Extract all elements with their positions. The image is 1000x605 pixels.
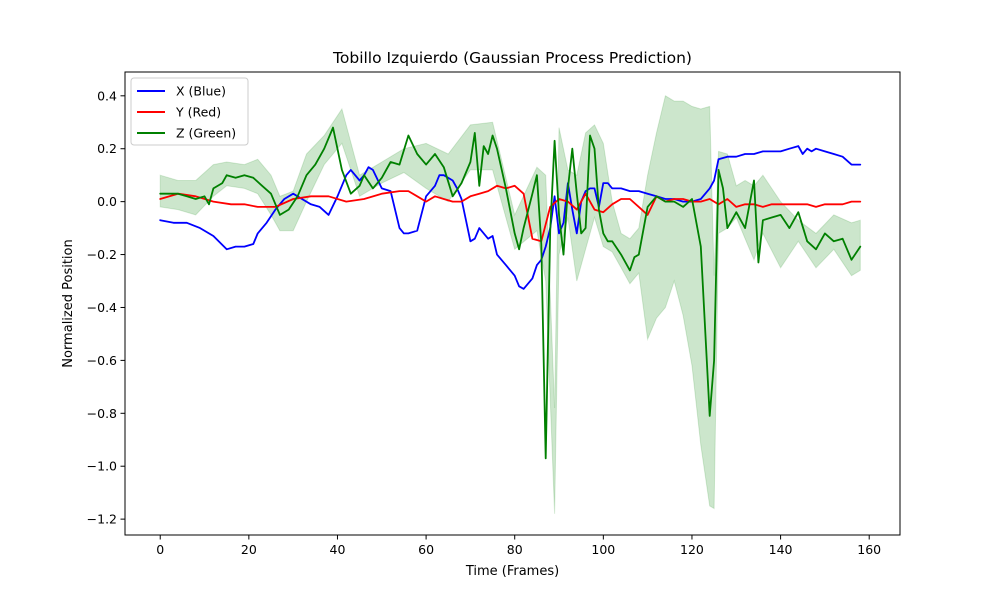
y-tick-label: −0.6 — [87, 353, 117, 368]
x-tick-label: 40 — [330, 542, 346, 557]
y-tick-label: −0.4 — [87, 300, 117, 315]
legend-label-y: Y (Red) — [175, 105, 221, 120]
legend-label-x: X (Blue) — [176, 84, 226, 99]
series-line-x — [159, 145, 862, 290]
y-tick-label: −1.2 — [87, 512, 117, 527]
legend-label-z: Z (Green) — [176, 126, 236, 141]
legend-box — [130, 77, 249, 146]
plot-area-frame — [124, 71, 901, 536]
y-tick-label: −1.0 — [87, 459, 117, 474]
y-tick-label: 0.2 — [97, 141, 117, 156]
y-axis: −1.2 −1.0 −0.8 −0.6 −0.4 −0.2 0.0 0.2 0.4 — [87, 88, 125, 527]
legend: X (Blue) Y (Red) Z (Green) — [130, 77, 249, 146]
series-line-z — [159, 126, 862, 460]
y-tick-label: −0.2 — [87, 247, 117, 262]
x-axis-label: Time (Frames) — [465, 564, 559, 579]
series-layer — [159, 126, 862, 460]
y-tick-label: 0.4 — [97, 88, 117, 103]
x-tick-label: 0 — [156, 542, 164, 557]
x-axis: 0 20 40 60 80 100 120 140 160 — [156, 535, 881, 557]
x-tick-label: 20 — [241, 542, 257, 557]
y-tick-label: 0.0 — [97, 194, 117, 209]
x-tick-label: 80 — [507, 542, 523, 557]
x-tick-label: 160 — [857, 542, 881, 557]
y-tick-label: −0.8 — [87, 406, 117, 421]
chart-title: Tobillo Izquierdo (Gaussian Process Pred… — [332, 49, 692, 67]
y-axis-label: Normalized Position — [61, 239, 76, 367]
x-tick-label: 100 — [591, 542, 615, 557]
x-tick-label: 60 — [418, 542, 434, 557]
x-tick-label: 120 — [680, 542, 704, 557]
x-tick-label: 140 — [769, 542, 793, 557]
